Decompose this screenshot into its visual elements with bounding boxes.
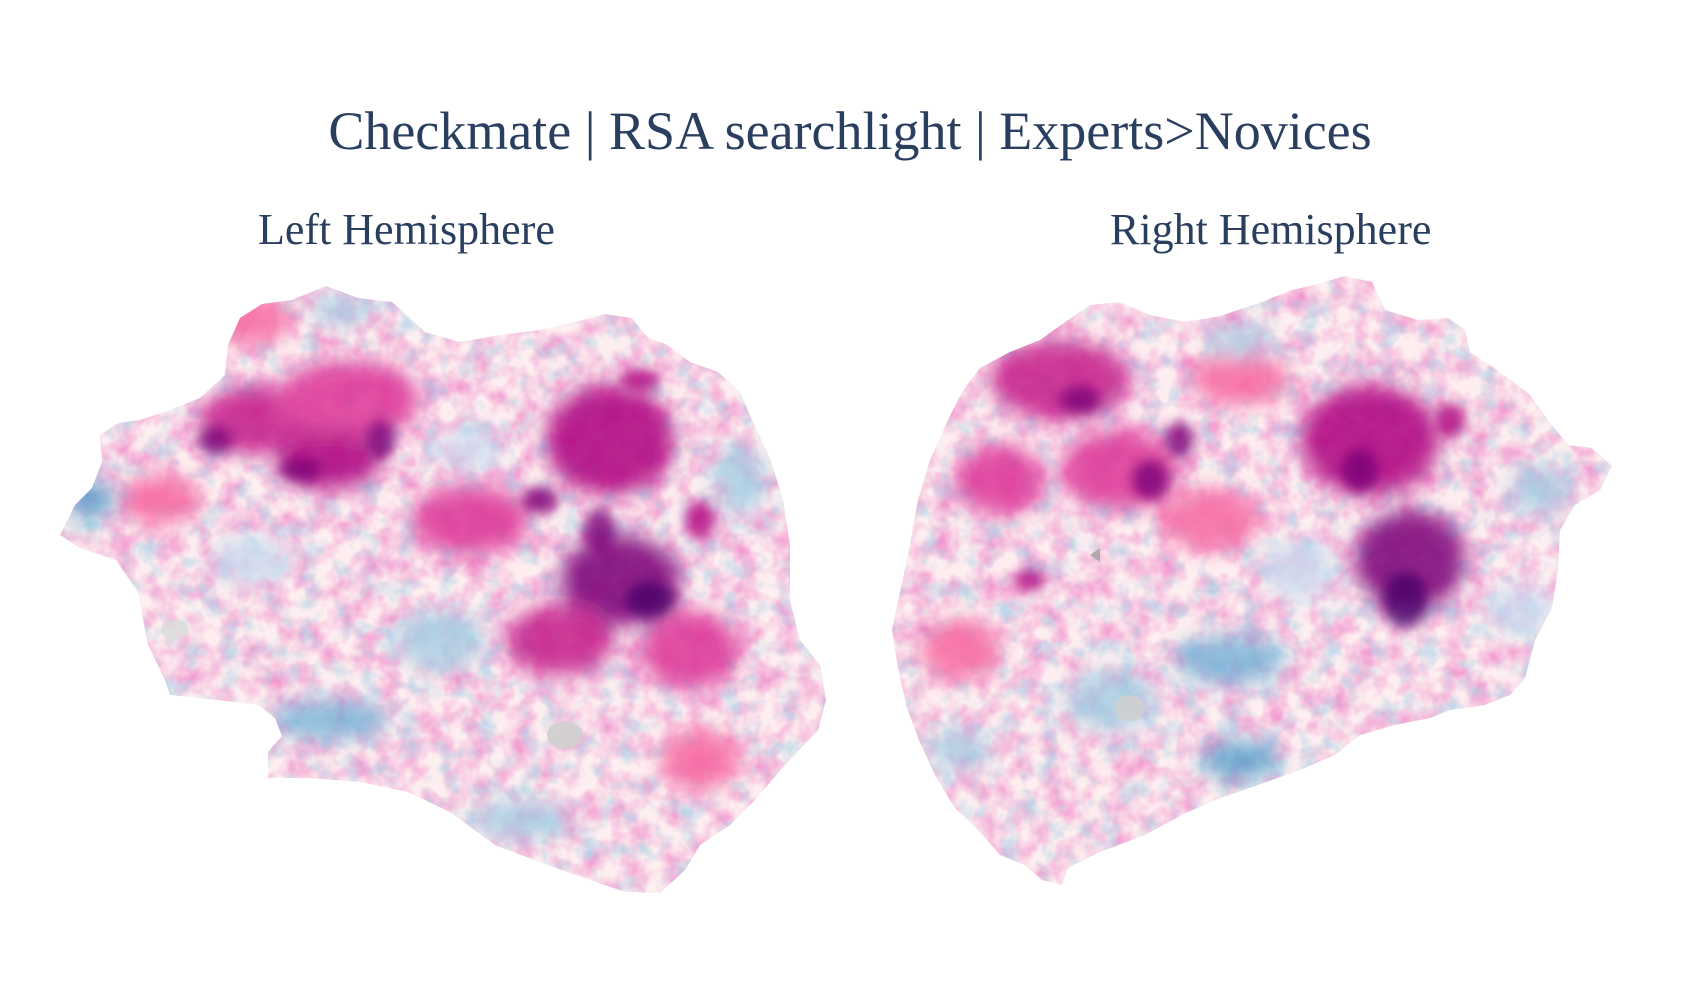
right-hemisphere-flatmap [892,276,1612,885]
left-hemisphere-flatmap [60,286,826,893]
left-hemisphere-label: Left Hemisphere [258,205,555,254]
right-hemisphere-label: Right Hemisphere [1110,205,1432,254]
figure-title: Checkmate | RSA searchlight | Experts>No… [328,101,1372,161]
